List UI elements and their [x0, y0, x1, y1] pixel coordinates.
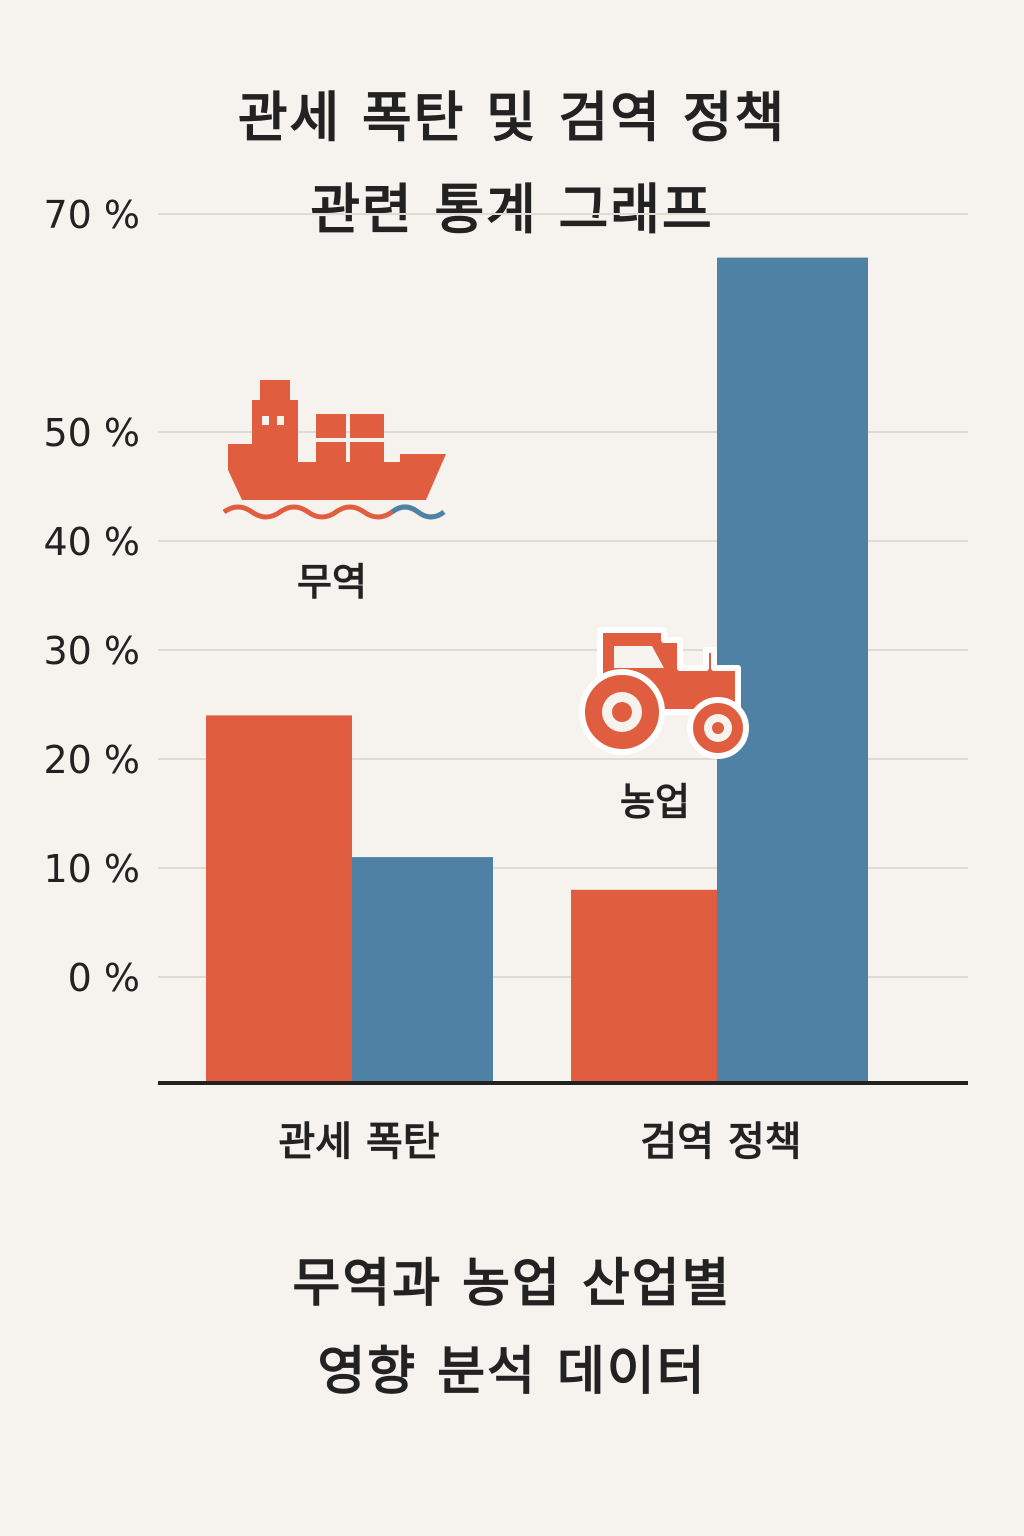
ship-label: 무역 — [297, 560, 367, 604]
y-tick-label-1: 10 % — [43, 847, 140, 891]
bar-0-1 — [352, 857, 493, 1083]
cargo-ship-icon — [222, 380, 446, 520]
chart-subtitle-line-1: 무역과 농업 산업별 — [292, 1254, 732, 1314]
x-tick-label-1: 검역 정책 — [640, 1119, 801, 1165]
y-tick-labels: 0 % 10 % 20 % 30 % 40 % 50 % 70 % — [43, 193, 140, 1000]
chart-subtitle: 무역과 농업 산업별 영향 분석 데이터 — [0, 1240, 1024, 1416]
y-tick-label-6: 70 % — [43, 193, 140, 237]
tractor-icon — [579, 627, 749, 759]
bar-1-1 — [717, 257, 868, 1084]
y-tick-label-0: 0 % — [68, 956, 140, 1000]
bar-1-0 — [571, 889, 717, 1083]
chart-subtitle-line-2: 영향 분석 데이터 — [317, 1342, 707, 1402]
x-tick-labels: 관세 폭탄 검역 정책 — [278, 1119, 801, 1165]
y-tick-label-5: 50 % — [43, 411, 140, 455]
tractor-label: 농업 — [620, 780, 690, 824]
bar-0-0 — [206, 715, 352, 1083]
chart-title: 관세 폭탄 및 검역 정책 관련 통계 그래프 — [0, 72, 1024, 256]
bar-chart: 0 % 10 % 20 % 30 % 40 % 50 % 70 % 무역 농업 관세 폭탄 검… — [43, 193, 968, 1165]
y-tick-label-3: 30 % — [43, 629, 140, 673]
bars — [206, 257, 868, 1084]
y-tick-label-4: 40 % — [43, 520, 140, 564]
x-tick-label-0: 관세 폭탄 — [278, 1119, 439, 1165]
y-tick-label-2: 20 % — [43, 738, 140, 782]
chart-title-line-1: 관세 폭탄 및 검역 정책 — [237, 86, 787, 149]
chart-title-line-2: 관련 통계 그래프 — [310, 178, 714, 241]
